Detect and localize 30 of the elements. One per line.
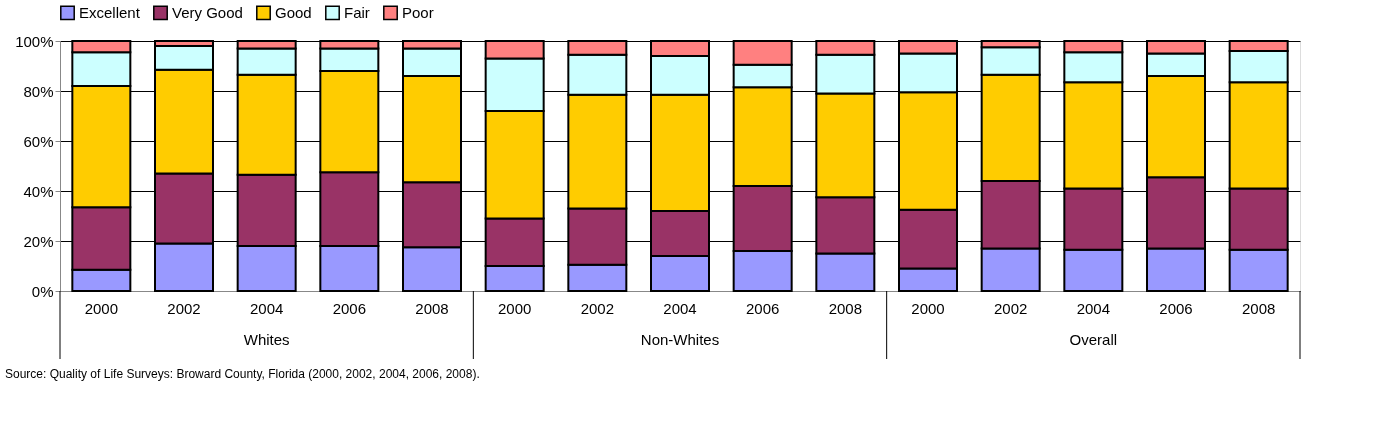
y-tick-label: 100% <box>15 32 54 50</box>
x-tick-label: 2008 <box>828 299 863 317</box>
x-tick-label: 2000 <box>497 299 532 317</box>
legend-label: Fair <box>344 3 370 21</box>
text: Overall <box>1069 331 1118 348</box>
x-tick-label: 2002 <box>580 299 615 317</box>
x-tick-label: 2004 <box>1076 299 1111 317</box>
legend-label: Poor <box>402 3 434 21</box>
source-note: Source: Quality of Life Surveys: Broward County, Florida (2000, 2002, 2004, 2006, 2008). <box>5 367 480 381</box>
y-tick-label: 0% <box>31 282 54 300</box>
x-tick-label: 2000 <box>911 299 945 317</box>
text: Whites <box>243 331 290 348</box>
legend-label: Very Good <box>172 3 243 21</box>
x-tick-label: 2006 <box>332 299 367 317</box>
y-tick-label: 80% <box>23 82 54 100</box>
x-tick-label: 2008 <box>1241 299 1276 317</box>
x-tick-label: 2008 <box>415 299 449 317</box>
y-tick-label: 40% <box>23 182 54 200</box>
x-tick-label: 2002 <box>993 299 1028 317</box>
x-tick-label: 2006 <box>1159 299 1193 317</box>
x-tick-label: 2004 <box>663 299 697 317</box>
y-tick-label: 20% <box>23 232 54 250</box>
legend-label: Excellent <box>79 3 141 21</box>
text: Non-Whites <box>640 331 720 348</box>
x-tick-label: 2000 <box>84 299 119 317</box>
legend-label: Good <box>275 3 312 21</box>
x-tick-label: 2004 <box>249 299 284 317</box>
y-tick-label: 60% <box>23 132 54 150</box>
x-tick-label: 2002 <box>167 299 201 317</box>
x-tick-label: 2006 <box>745 299 780 317</box>
